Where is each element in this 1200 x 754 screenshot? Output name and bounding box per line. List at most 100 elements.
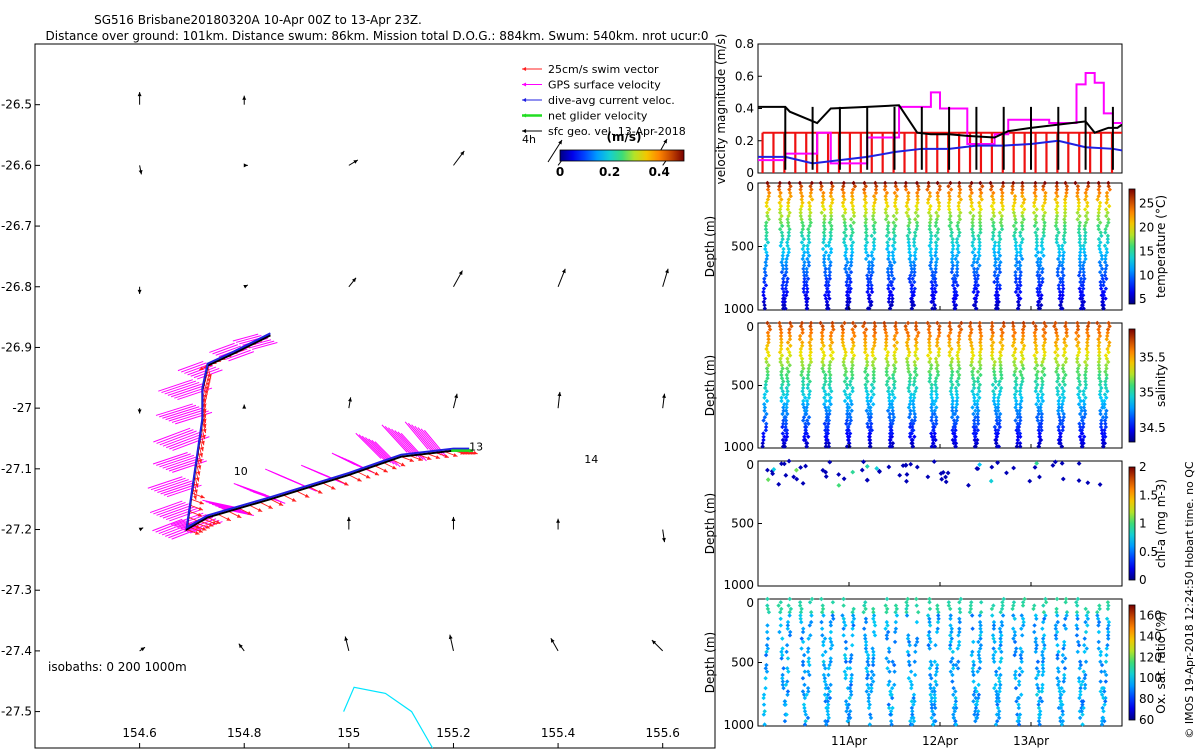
temp-data-point	[887, 293, 892, 298]
sal-data-point	[1053, 327, 1059, 332]
temp-data-point	[1098, 279, 1103, 285]
oxy-data-point	[826, 666, 831, 671]
temp-data-point	[1020, 213, 1025, 219]
temp-data-point	[972, 253, 978, 258]
sal-data-point	[956, 343, 961, 348]
sal-data-point	[1077, 379, 1082, 384]
sal-data-point	[1081, 392, 1086, 397]
sal-data-point	[885, 359, 890, 365]
temp-data-point	[804, 283, 809, 288]
temp-data-point	[862, 203, 867, 209]
sal-data-point	[781, 392, 786, 397]
sal-data-point	[1021, 366, 1026, 371]
sal-data-point	[995, 431, 1001, 436]
temp-data-point	[1019, 220, 1025, 225]
temp-data-point	[1078, 260, 1083, 265]
oxy-data-point	[823, 682, 829, 688]
sal-data-point	[937, 324, 942, 329]
oxy-data-point	[842, 669, 847, 674]
oxy-data-point	[799, 619, 804, 625]
oxy-data-point	[885, 629, 891, 635]
sal-data-point	[932, 408, 937, 413]
oxy-ytick-label: 1000	[723, 718, 754, 732]
sal-data-point	[787, 327, 792, 332]
temp-data-point	[1081, 266, 1086, 272]
oxy-data-point	[1097, 603, 1102, 608]
temp-data-point	[992, 240, 998, 245]
oxy-data-point	[991, 619, 997, 625]
sal-data-point	[783, 415, 788, 420]
temp-data-point	[996, 250, 1001, 255]
temp-data-point	[799, 197, 804, 202]
sal-data-point	[993, 385, 998, 391]
temp-data-point	[1062, 213, 1068, 219]
sal-ytick-label: 500	[731, 379, 754, 393]
temp-data-point	[847, 299, 852, 305]
temp-data-point	[890, 243, 896, 248]
sal-data-point	[908, 411, 913, 417]
sal-data-point	[972, 437, 977, 443]
gps-velocity-vector	[358, 434, 385, 461]
temp-data-point	[764, 200, 769, 206]
gps-velocity-vector	[159, 504, 193, 518]
sal-data-point	[1103, 382, 1108, 387]
temp-data-point	[893, 197, 898, 202]
oxy-data-point	[906, 633, 911, 638]
oxy-data-point	[800, 629, 806, 635]
oxy-data-point	[977, 666, 982, 671]
oxy-data-point	[909, 705, 915, 711]
sal-data-point	[994, 434, 1000, 439]
temp-data-point	[1075, 217, 1080, 222]
oxy-data-point	[999, 606, 1005, 612]
oxy-data-point	[1103, 699, 1108, 704]
oxy-data-point	[886, 682, 891, 688]
temp-data-point	[928, 260, 934, 265]
temp-data-point	[1084, 194, 1089, 199]
oxy-data-point	[1064, 613, 1069, 618]
map-colorbar	[559, 149, 685, 162]
sal-data-point	[887, 405, 892, 410]
sal-data-point	[926, 337, 932, 342]
gps-velocity-vector	[167, 383, 203, 396]
sal-data-point	[889, 424, 894, 430]
sal-data-point	[934, 392, 939, 397]
temp-data-point	[804, 302, 810, 308]
oxy-data-point	[1053, 623, 1058, 628]
sal-data-point	[1019, 372, 1024, 378]
oxy-data-point	[761, 702, 767, 707]
sal-data-point	[891, 415, 897, 420]
oxy-data-point	[909, 699, 915, 704]
oxy-data-point	[1055, 619, 1060, 625]
oxy-data-point	[801, 626, 806, 631]
sal-data-point	[783, 408, 789, 413]
sal-data-point	[807, 353, 813, 358]
velocity-ytick-label: 0.8	[735, 37, 754, 51]
temp-data-point	[933, 233, 938, 239]
sal-data-point	[1052, 324, 1057, 329]
temp-data-point	[932, 306, 938, 311]
sal-data-point	[970, 372, 975, 378]
temp-data-point	[829, 227, 834, 232]
oxy-data-point	[1055, 652, 1060, 658]
temp-data-point	[893, 217, 899, 222]
temp-data-point	[777, 180, 783, 186]
temp-data-point	[905, 233, 910, 239]
legend-entry: net glider velocity	[548, 110, 648, 123]
temp-data-point	[992, 250, 997, 255]
temp-data-point	[809, 197, 815, 202]
temp-data-point	[851, 210, 857, 215]
temp-data-point	[1081, 246, 1087, 252]
sal-data-point	[888, 418, 893, 423]
temp-data-point	[1018, 253, 1024, 258]
oxy-data-point	[763, 666, 768, 671]
oxy-data-point	[1000, 600, 1005, 605]
temp-data-point	[783, 286, 788, 291]
temp-data-point	[851, 213, 857, 219]
sal-data-point	[785, 389, 790, 394]
sal-data-point	[968, 330, 974, 335]
sal-data-point	[908, 408, 913, 413]
temp-data-point	[1082, 236, 1088, 242]
temp-data-point	[1020, 227, 1025, 232]
temp-data-point	[969, 180, 974, 186]
